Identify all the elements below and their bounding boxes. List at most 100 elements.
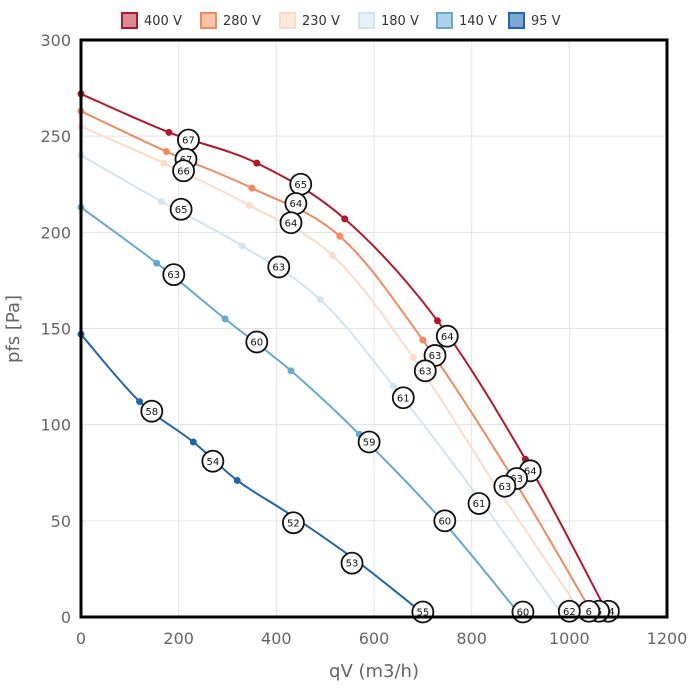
sound-label-0-1: 65: [289, 172, 313, 196]
sound-label-3-3: 61: [467, 492, 491, 515]
sound-label-text: 6: [586, 607, 592, 618]
legend-item-0[interactable]: 400 V: [121, 12, 182, 29]
sound-label-text: 64: [441, 332, 454, 343]
sound-label-text: 60: [250, 338, 263, 349]
sound-label-text: 63: [272, 263, 285, 274]
sound-label-bubble: [357, 430, 381, 454]
legend-item-4[interactable]: 140 V: [436, 12, 497, 29]
sound-label-2-4: 6: [577, 599, 601, 623]
series-3-point-4: [390, 382, 398, 390]
sound-label-text: 63: [429, 351, 442, 362]
legend-item-3[interactable]: 180 V: [358, 12, 419, 29]
sound-label-text: 64: [524, 466, 537, 477]
sound-label-bubble: [267, 255, 291, 279]
sound-label-bubble: [391, 386, 415, 410]
series-3-point-2: [238, 242, 246, 250]
sound-label-text: 62: [563, 607, 576, 618]
legend-label-1: 280 V: [223, 14, 261, 29]
sound-label-bubble: [279, 211, 303, 235]
legend-swatch-4: [436, 12, 453, 29]
sound-label-bubble: [201, 449, 225, 473]
series-5-point-1: [136, 398, 144, 406]
legend-item-1[interactable]: 280 V: [200, 12, 261, 29]
legend-label-0: 400 V: [144, 14, 182, 29]
sound-label-text: 58: [145, 407, 158, 418]
series-1-point-2: [248, 184, 256, 192]
series-2-point-1: [160, 159, 168, 167]
sound-label-bubble: [172, 159, 195, 183]
sound-label-4-3: 60: [433, 509, 457, 533]
sound-label-5-3: 53: [340, 551, 364, 575]
sound-label-bubble: [162, 263, 186, 287]
y-tick-label-0: 0: [61, 608, 71, 627]
series-3-point-3: [316, 296, 324, 304]
sound-label-1-1: 64: [284, 192, 308, 215]
legend-item-2[interactable]: 230 V: [279, 12, 340, 29]
sound-label-text: 61: [473, 499, 486, 510]
sound-label-text: 64: [289, 199, 302, 210]
series-2-point-4: [409, 353, 417, 361]
sound-label-bubble: [413, 359, 437, 383]
sound-label-bubble: [140, 399, 164, 423]
sound-label-text: 60: [517, 608, 530, 619]
sound-label-4-2: 59: [357, 430, 381, 454]
sound-label-text: 63: [499, 482, 512, 493]
series-1-point-4: [419, 336, 427, 344]
series-4-point-2: [221, 315, 229, 323]
sound-label-text: 65: [294, 180, 307, 191]
sound-label-0-0: 67: [177, 128, 200, 152]
sound-label-4-1: 60: [245, 330, 269, 354]
sound-label-2-2: 63: [413, 359, 437, 383]
sound-label-2-3: 63: [493, 474, 517, 498]
plot-frame: [79, 38, 669, 619]
sound-label-4-0: 63: [162, 263, 186, 287]
sound-label-5-2: 52: [282, 511, 305, 535]
sound-label-bubble: [282, 511, 305, 535]
sound-level-labels: 6765646464676463636666463636656361616263…: [140, 128, 620, 624]
sound-label-2-0: 66: [172, 159, 195, 183]
sound-label-text: 63: [510, 474, 523, 485]
x-tick-label-1: 200: [163, 629, 194, 648]
series-4-point-1: [153, 259, 161, 267]
y-tick-label-3: 150: [40, 320, 71, 339]
sound-label-text: 55: [416, 608, 429, 619]
legend-label-4: 140 V: [459, 14, 497, 29]
x-tick-label-6: 1200: [647, 629, 688, 648]
legend-swatch-3: [358, 12, 375, 29]
series-0-point-1: [165, 128, 173, 136]
x-axis-title: qV (m3/h): [329, 661, 419, 682]
sound-label-text: 53: [346, 559, 359, 570]
sound-label-text: 63: [167, 270, 180, 281]
series-5-point-3: [233, 476, 241, 484]
sound-label-bubble: [433, 509, 457, 533]
sound-label-text: 52: [287, 518, 300, 529]
tick-labels: 0 200 400 600 800 1000 1200 0 50 100 150 200 250 300: [40, 31, 687, 648]
y-tick-label-6: 300: [40, 31, 71, 50]
series-0-point-4: [433, 317, 441, 325]
sound-label-5-0: 58: [140, 399, 164, 423]
x-tick-label-2: 400: [261, 629, 292, 648]
grid: [80, 39, 668, 618]
series-2-point-2: [245, 201, 253, 209]
sound-label-bubble: [245, 330, 269, 354]
sound-label-text: 63: [419, 366, 432, 377]
sound-label-bubble: [169, 197, 193, 221]
x-tick-label-4: 800: [456, 629, 487, 648]
sound-label-3-4: 62: [557, 599, 581, 623]
sound-label-text: 67: [182, 136, 195, 147]
sound-label-bubble: [493, 474, 517, 498]
sound-label-text: 59: [363, 438, 376, 449]
y-tick-label-2: 100: [40, 416, 71, 435]
series-2-point-3: [328, 251, 336, 259]
sound-label-0-2: 64: [435, 324, 459, 348]
legend-item-5[interactable]: 95 V: [508, 12, 561, 29]
sound-label-text: 61: [397, 393, 410, 404]
x-tick-label-0: 0: [76, 629, 86, 648]
sound-label-3-1: 63: [267, 255, 291, 279]
legend-label-2: 230 V: [302, 14, 340, 29]
sound-label-text: 64: [285, 218, 298, 229]
sound-label-text: 65: [175, 205, 188, 216]
sound-label-text: 60: [438, 516, 451, 527]
series-4-point-3: [287, 367, 295, 375]
